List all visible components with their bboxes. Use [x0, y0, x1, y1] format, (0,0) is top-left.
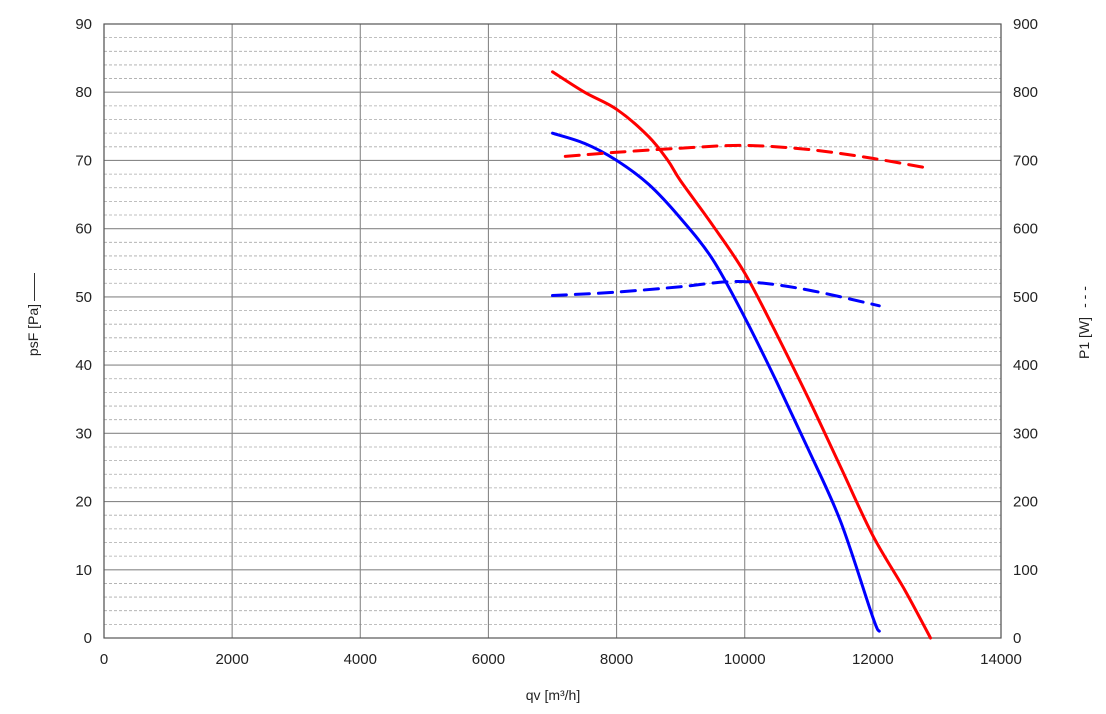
right-axis-legend-group: - - -: [1076, 286, 1092, 308]
left-y-tick-label: 20: [75, 494, 92, 511]
left-y-tick-label: 10: [75, 562, 92, 579]
left-axis-label-group: psF [Pa]: [25, 304, 41, 356]
red-power-curve-line: [563, 143, 932, 171]
right-y-tick-label: 100: [1013, 562, 1038, 579]
x-axis-label: qv [m³/h]: [526, 687, 580, 703]
x-tick-label: 12000: [852, 651, 894, 668]
right-y-tick-label: 900: [1013, 16, 1038, 33]
x-tick-label: 10000: [724, 651, 766, 668]
x-tick-label: 8000: [600, 651, 633, 668]
x-tick-label: 14000: [980, 651, 1022, 668]
right-y-tick-label: 600: [1013, 221, 1038, 238]
red-pressure-curve-line: [551, 70, 932, 640]
x-tick-label: 6000: [472, 651, 505, 668]
left-y-tick-label: 50: [75, 289, 92, 306]
left-y-axis-legend-mark: ——: [25, 273, 41, 301]
right-y-tick-label: 300: [1013, 425, 1038, 442]
right-y-axis-ticks: 0 100 200 300 400 500 600 700 800 900: [1013, 16, 1038, 647]
blue-power-curve-line: [551, 279, 881, 308]
left-y-axis-label: psF [Pa]: [25, 304, 41, 356]
left-y-tick-label: 0: [84, 630, 92, 647]
x-tick-label: 0: [100, 651, 108, 668]
left-y-tick-label: 90: [75, 16, 92, 33]
left-y-axis-ticks: 0 10 20 30 40 50 60 70 80 90: [75, 16, 92, 647]
right-y-tick-label: 400: [1013, 357, 1038, 374]
left-axis-legend-group: ——: [25, 273, 41, 301]
right-y-tick-label: 500: [1013, 289, 1038, 306]
right-y-axis-label: P1 [W]: [1076, 317, 1092, 359]
right-y-tick-label: 700: [1013, 152, 1038, 169]
series-layer: [551, 70, 932, 640]
right-axis-label-group: P1 [W]: [1076, 317, 1092, 359]
right-y-tick-label: 0: [1013, 630, 1021, 647]
right-y-tick-label: 200: [1013, 494, 1038, 511]
blue-pressure-curve-line: [551, 131, 881, 633]
grid-lines: [103, 23, 1002, 639]
left-y-tick-label: 70: [75, 152, 92, 169]
x-tick-label: 4000: [344, 651, 377, 668]
x-axis-ticks: 0 2000 4000 6000 8000 10000 12000 14000: [100, 651, 1022, 668]
left-y-tick-label: 40: [75, 357, 92, 374]
x-tick-label: 2000: [215, 651, 248, 668]
left-y-tick-label: 80: [75, 84, 92, 101]
left-y-tick-label: 60: [75, 221, 92, 238]
left-y-tick-label: 30: [75, 425, 92, 442]
right-y-axis-legend-mark: - - -: [1076, 286, 1092, 308]
right-y-tick-label: 800: [1013, 84, 1038, 101]
plot-area-frame: [103, 23, 1002, 639]
